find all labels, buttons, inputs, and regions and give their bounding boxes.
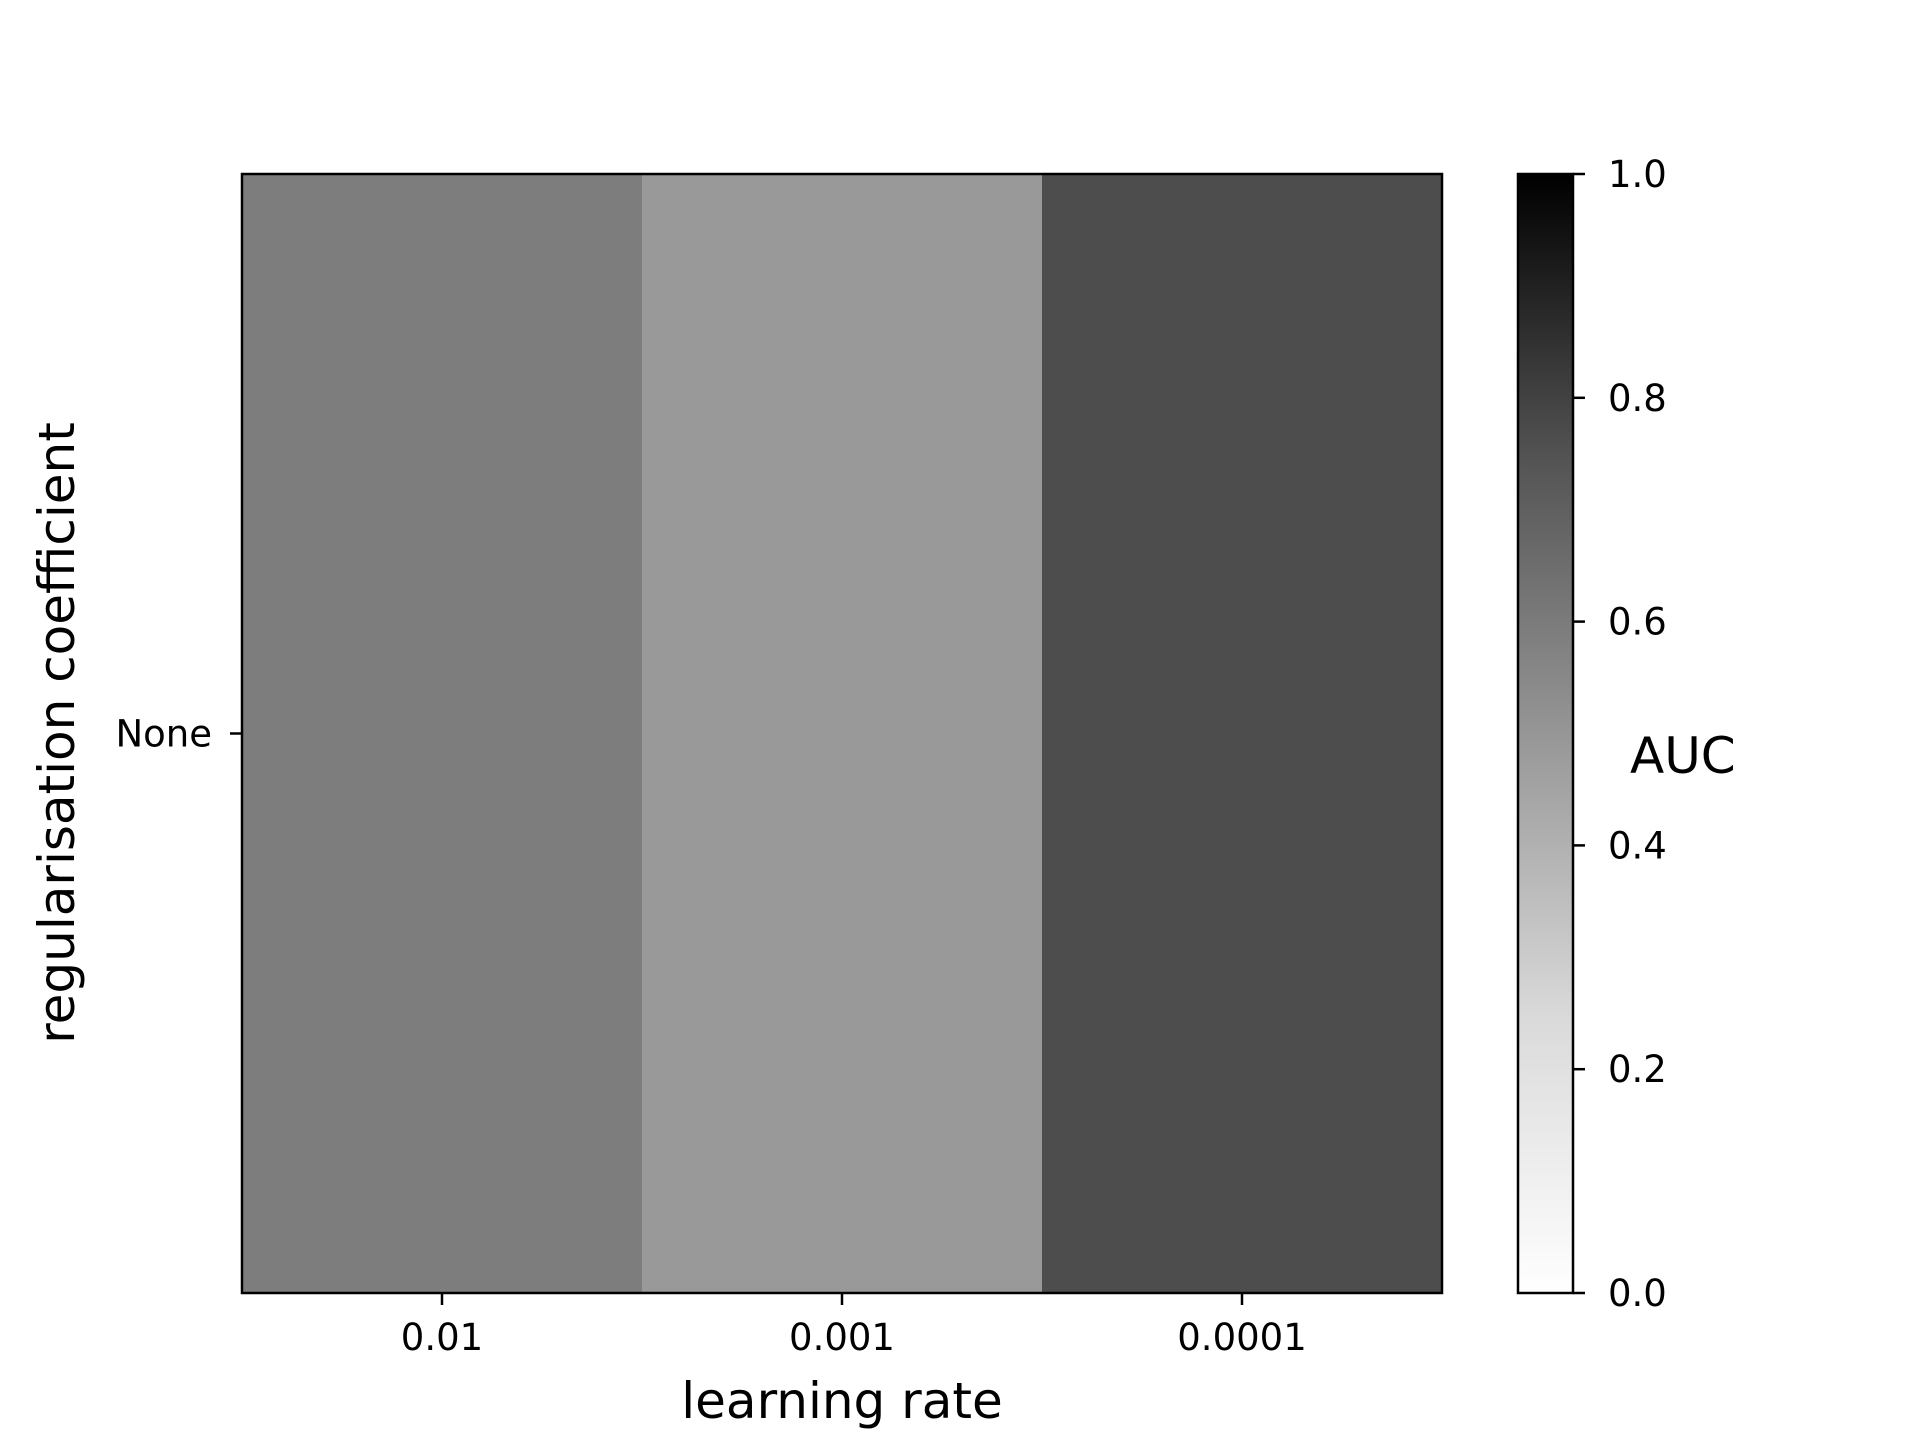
colorbar-gradient bbox=[1516, 172, 1575, 1295]
colorbar-tick-label: 0.4 bbox=[1608, 824, 1667, 867]
colorbar-tick-label: 1.0 bbox=[1608, 153, 1667, 196]
colorbar-label: AUC bbox=[1630, 727, 1736, 785]
colorbar-tick-label: 0.0 bbox=[1608, 1272, 1667, 1315]
y-tick-label: None bbox=[115, 713, 212, 756]
heatmap-cells bbox=[242, 174, 1443, 1293]
heatmap-cell bbox=[642, 174, 1043, 1293]
colorbar-ticks: 0.0 0.2 0.4 0.6 0.8 1.0 bbox=[1573, 153, 1667, 1315]
x-tick-label: 0.01 bbox=[401, 1316, 483, 1359]
x-axis-ticks: 0.01 0.001 0.0001 bbox=[401, 1293, 1307, 1359]
x-tick-label: 0.0001 bbox=[1177, 1316, 1306, 1359]
heatmap-cell bbox=[1042, 174, 1443, 1293]
x-axis-label: learning rate bbox=[681, 1372, 1002, 1430]
y-axis-ticks: None bbox=[115, 713, 242, 756]
colorbar-tick-label: 0.8 bbox=[1608, 377, 1667, 420]
y-axis-label: regularisation coefficient bbox=[28, 422, 86, 1044]
heatmap-cell bbox=[242, 174, 643, 1293]
colorbar-tick-label: 0.6 bbox=[1608, 601, 1667, 644]
x-tick-label: 0.001 bbox=[789, 1316, 895, 1359]
colorbar-tick-label: 0.2 bbox=[1608, 1048, 1667, 1091]
